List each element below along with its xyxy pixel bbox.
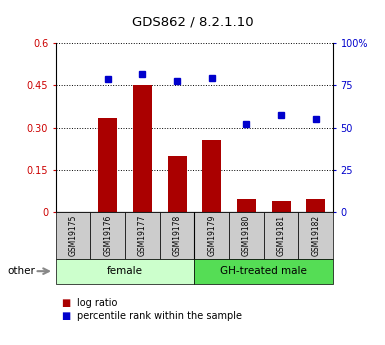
- Text: female: female: [107, 266, 143, 276]
- Text: GSM19180: GSM19180: [242, 215, 251, 256]
- Bar: [194, 212, 229, 259]
- Text: GSM19177: GSM19177: [138, 215, 147, 256]
- Bar: [160, 212, 194, 259]
- Text: log ratio: log ratio: [77, 298, 117, 307]
- Bar: [56, 259, 194, 284]
- Text: GSM19179: GSM19179: [207, 215, 216, 256]
- Bar: [90, 212, 125, 259]
- Text: GSM19176: GSM19176: [103, 215, 112, 256]
- Bar: [264, 212, 298, 259]
- Text: other: other: [8, 266, 35, 276]
- Text: GDS862 / 8.2.1.10: GDS862 / 8.2.1.10: [132, 16, 253, 29]
- Bar: [298, 212, 333, 259]
- Text: ■: ■: [62, 311, 71, 321]
- Text: ■: ■: [62, 298, 71, 307]
- Bar: [56, 212, 90, 259]
- Text: percentile rank within the sample: percentile rank within the sample: [77, 311, 242, 321]
- Bar: [237, 199, 256, 212]
- Bar: [202, 140, 221, 212]
- Bar: [194, 259, 333, 284]
- Text: GH-treated male: GH-treated male: [220, 266, 307, 276]
- Bar: [229, 212, 264, 259]
- Text: GSM19182: GSM19182: [311, 215, 320, 256]
- Text: GSM19175: GSM19175: [69, 215, 78, 256]
- Bar: [306, 199, 325, 212]
- Text: GSM19181: GSM19181: [276, 215, 286, 256]
- Bar: [133, 85, 152, 212]
- Bar: [125, 212, 160, 259]
- Bar: [98, 118, 117, 212]
- Text: GSM19178: GSM19178: [172, 215, 182, 256]
- Bar: [271, 201, 291, 212]
- Bar: [167, 156, 187, 212]
